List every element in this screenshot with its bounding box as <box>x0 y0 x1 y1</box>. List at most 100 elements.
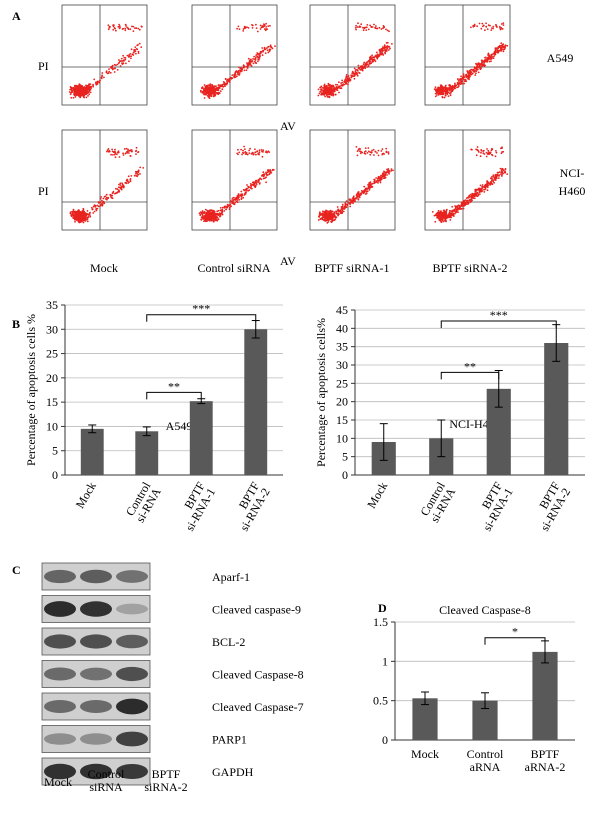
flow-dot <box>340 87 342 90</box>
flow-dot <box>446 92 448 94</box>
flow-dot <box>323 86 325 89</box>
flow-dot <box>203 89 206 92</box>
flow-dot <box>383 175 385 178</box>
flow-dot <box>367 150 370 153</box>
flow-plot-frame <box>191 129 278 231</box>
y-tick-label: 15 <box>336 413 348 427</box>
flow-dot <box>384 51 386 54</box>
significance-mark: ** <box>168 379 180 393</box>
flow-dot <box>252 184 254 186</box>
flow-dot <box>476 65 479 68</box>
flow-dot <box>456 86 458 89</box>
flow-dot <box>137 151 139 154</box>
flow-dot <box>476 69 479 71</box>
flow-dot <box>112 24 114 27</box>
flow-dot <box>480 149 483 151</box>
flow-dot <box>463 199 466 202</box>
flow-dot <box>318 215 320 218</box>
flow-dot <box>252 58 254 60</box>
flow-dot <box>466 70 469 72</box>
flow-dot <box>214 214 217 217</box>
flow-dot <box>111 192 114 195</box>
flow-dot <box>199 211 202 214</box>
flow-dot <box>436 94 438 96</box>
flow-dot <box>462 73 465 75</box>
flow-dot <box>364 193 367 195</box>
flow-dot <box>491 183 494 186</box>
bar <box>544 343 569 475</box>
flow-dot <box>461 202 464 204</box>
flow-dot <box>242 30 245 32</box>
panel-label: D <box>378 601 387 615</box>
flow-dot <box>328 218 330 220</box>
flow-dot <box>254 61 257 64</box>
flow-dot <box>73 211 76 214</box>
flow-dot <box>362 190 365 193</box>
flow-dot <box>236 75 238 78</box>
flow-dot <box>337 208 339 211</box>
lane-label: BPTF siRNA-2 <box>144 767 187 794</box>
flow-dot <box>82 208 85 211</box>
flow-dot <box>438 212 440 215</box>
flow-dot <box>206 84 209 87</box>
flow-dot <box>486 182 489 185</box>
flow-dot <box>74 87 77 90</box>
flow-dot <box>74 89 77 91</box>
condition-label: BPTF siRNA-1 <box>314 261 389 275</box>
flow-dot <box>495 49 497 52</box>
flow-dot <box>126 152 129 154</box>
flow-dot <box>107 196 109 199</box>
flow-dot <box>482 60 485 63</box>
x-tick-label: BPTFsi-RNA-1 <box>172 479 218 533</box>
flow-dot <box>99 197 102 200</box>
flow-dot <box>386 29 389 32</box>
flow-dot <box>379 51 382 54</box>
flow-dot <box>216 219 219 222</box>
flow-dot <box>369 55 372 58</box>
flow-dot <box>125 181 127 184</box>
flow-dot <box>375 56 378 59</box>
flow-dot <box>256 52 259 54</box>
flow-dot <box>94 206 97 208</box>
flow-dot <box>373 178 376 181</box>
flow-dot <box>443 96 446 99</box>
flow-dot <box>326 216 328 219</box>
flow-dot <box>386 48 388 50</box>
flow-dot <box>254 180 257 183</box>
flow-dot <box>460 81 462 84</box>
flow-dot <box>237 153 239 156</box>
flow-dot <box>496 26 498 28</box>
flow-dot <box>335 83 337 86</box>
flow-dot <box>333 90 336 93</box>
flow-dot <box>69 93 72 96</box>
flow-dot <box>330 213 333 216</box>
chart-label: A549 <box>166 419 193 433</box>
flow-dot <box>456 82 459 84</box>
flow-dot <box>481 61 483 63</box>
flow-dot <box>354 72 357 74</box>
flow-dot <box>74 214 77 217</box>
flow-dot <box>384 46 386 49</box>
flow-dot <box>130 57 132 60</box>
protein-label: Cleaved caspase-9 <box>212 603 301 617</box>
flow-dot <box>320 217 323 220</box>
flow-dot <box>340 82 342 84</box>
flow-dot <box>328 92 331 94</box>
flow-dot <box>237 70 240 72</box>
flow-dot <box>371 26 374 28</box>
flow-dot <box>77 209 80 212</box>
flow-dot <box>371 54 373 57</box>
flow-dot <box>365 29 368 31</box>
flow-dot <box>475 62 477 65</box>
bar <box>412 698 438 740</box>
flow-dot <box>246 153 249 156</box>
flow-dot <box>356 26 359 28</box>
flow-dot <box>487 57 490 60</box>
flow-dot <box>256 30 259 33</box>
flow-dot <box>259 55 261 58</box>
flow-dot <box>259 53 262 55</box>
blot-band <box>44 763 76 780</box>
flow-dot <box>207 215 210 218</box>
flow-dot <box>500 147 502 150</box>
flow-dot <box>326 86 329 89</box>
